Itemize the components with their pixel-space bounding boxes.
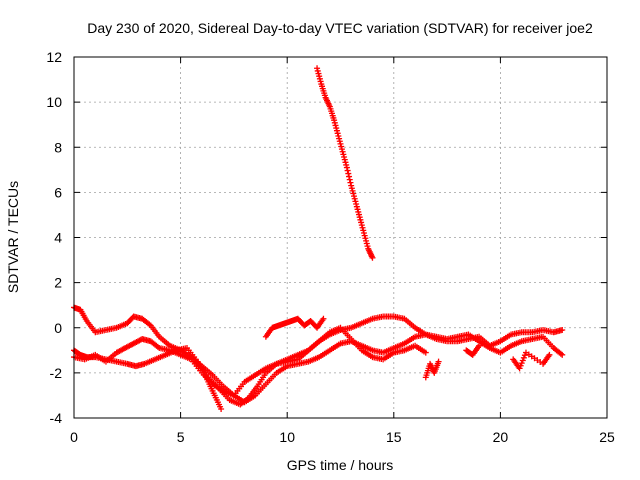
- x-tick-label: 25: [599, 429, 615, 445]
- series-track-b: [71, 304, 566, 406]
- chart-title: Day 230 of 2020, Sidereal Day-to-day VTE…: [87, 20, 593, 36]
- data-point: [435, 358, 442, 365]
- data-point: [369, 254, 376, 261]
- y-axis-label: SDTVAR / TECUs: [5, 181, 21, 293]
- data-point: [422, 349, 429, 356]
- data-point: [476, 342, 483, 349]
- series-track-d: [192, 315, 553, 412]
- data-point: [346, 173, 353, 180]
- data-point: [197, 364, 204, 371]
- data-point: [347, 179, 354, 186]
- y-tick-label: -4: [50, 410, 63, 426]
- series-track-c: [71, 324, 429, 399]
- axis-ticks: 0 5 10 15 20 25 -4 -2 0 2 4 6 8 10 12: [46, 49, 615, 445]
- data-point: [559, 327, 566, 334]
- x-tick-label: 5: [177, 429, 185, 445]
- x-tick-label: 0: [70, 429, 78, 445]
- series-rising-track: [314, 65, 376, 261]
- y-tick-label: 10: [46, 94, 62, 110]
- data-point: [344, 167, 351, 174]
- y-tick-label: -2: [50, 365, 63, 381]
- y-tick-label: 12: [46, 49, 62, 65]
- y-tick-label: 0: [54, 320, 62, 336]
- data-point: [346, 176, 353, 183]
- x-tick-label: 20: [493, 429, 509, 445]
- x-axis-label: GPS time / hours: [287, 457, 394, 473]
- grid: [74, 57, 607, 418]
- y-tick-label: 6: [54, 184, 62, 200]
- data-point: [320, 315, 327, 322]
- data-point: [546, 351, 553, 358]
- y-tick-label: 4: [54, 230, 62, 246]
- y-tick-label: 2: [54, 275, 62, 291]
- x-tick-label: 15: [386, 429, 402, 445]
- data-point: [218, 405, 225, 412]
- data-point: [343, 164, 350, 171]
- data-point: [345, 170, 352, 177]
- data-points: [71, 65, 566, 412]
- x-tick-label: 10: [279, 429, 295, 445]
- y-tick-label: 8: [54, 139, 62, 155]
- data-point: [559, 351, 566, 358]
